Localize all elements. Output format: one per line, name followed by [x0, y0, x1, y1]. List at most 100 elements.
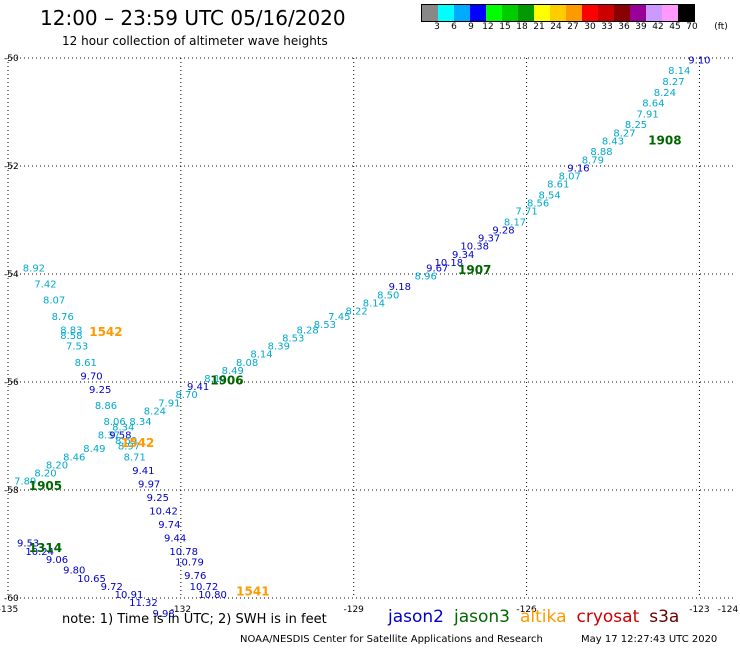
- wave-height-label: 8.70: [175, 390, 197, 401]
- wave-height-label: 8.22: [345, 307, 367, 318]
- wave-height-label: 8.79: [582, 155, 604, 166]
- wave-height-label: 8.96: [415, 271, 437, 282]
- wave-height-label: 8.54: [538, 190, 560, 201]
- legend-altika: altika: [520, 607, 567, 627]
- color-scale-label: 9: [468, 22, 474, 32]
- color-scale-label: 33: [601, 22, 613, 32]
- wave-height-label: 8.17: [504, 217, 526, 228]
- wave-height-label: 7.53: [66, 342, 88, 353]
- wave-height-label: 7.42: [34, 280, 56, 291]
- wave-height-label: 8.34: [112, 423, 134, 434]
- lon-tick-label: -132: [171, 605, 191, 615]
- pass-time-label: 1906: [210, 374, 243, 388]
- wave-height-label: 8.28: [296, 325, 318, 336]
- wave-height-label: 9.70: [80, 371, 102, 382]
- pass-time-label: 1905: [29, 479, 62, 493]
- color-scale-label: 6: [451, 22, 457, 32]
- pass-time-label: 1541: [236, 584, 269, 598]
- wave-height-label: 8.06: [103, 417, 125, 428]
- wave-height-label: 9.44: [164, 533, 186, 544]
- wave-height-label: 10.72: [190, 582, 219, 593]
- wave-height-label: 8.07: [559, 172, 581, 183]
- wave-height-label: 8.58: [60, 331, 82, 342]
- color-scale-swatch: [550, 5, 566, 21]
- color-scale-label: 24: [550, 22, 562, 32]
- color-scale-swatch: [518, 5, 534, 21]
- wave-height-label: 8.61: [75, 358, 97, 369]
- footer-note: note: 1) Time is in UTC; 2) SWH is in fe…: [62, 612, 327, 627]
- wave-height-label: 8.49: [83, 444, 105, 455]
- legend-jason3: jason3: [454, 607, 510, 627]
- wave-height-label: 8.20: [46, 460, 68, 471]
- map-tick-labels: -135 -132 -129 -126 -123 -124 -50 -52 -54 -56 -58 -…: [0, 54, 738, 615]
- lon-tick-label: -123: [689, 605, 709, 615]
- color-scale-label: 45: [669, 22, 681, 32]
- wave-height-label: 8.97: [118, 442, 140, 453]
- pass-time-label: 1314: [29, 541, 62, 555]
- wave-height-label: 10.24: [25, 547, 54, 558]
- wave-height-label: 8.27: [662, 77, 684, 88]
- color-scale-label: 30: [584, 22, 596, 32]
- lon-tick-label: -129: [343, 605, 364, 615]
- wave-height-label: 9.76: [184, 571, 206, 582]
- wave-height-label: 10.38: [460, 242, 489, 253]
- color-scale-swatch: [662, 5, 678, 21]
- lon-tick-label: -135: [0, 605, 18, 615]
- map-subtitle: 12 hour collection of altimeter wave hei…: [62, 34, 328, 48]
- wave-height-label: 8.07: [43, 296, 65, 307]
- wave-height-label: 9.67: [426, 263, 448, 274]
- pass-time-label: 1542: [121, 436, 154, 450]
- wave-height-label: 10.65: [77, 574, 106, 585]
- wave-height-label: 8.24: [144, 406, 166, 417]
- wave-height-label: 8.56: [527, 199, 549, 210]
- wave-height-label: 7.89: [14, 477, 36, 488]
- color-scale-swatch: [566, 5, 582, 21]
- color-scale-label: 15: [499, 22, 511, 32]
- wave-height-label: 7.91: [158, 398, 180, 409]
- color-scale-bar: [421, 4, 695, 22]
- color-scale-unit: (ft): [714, 22, 728, 32]
- wave-height-label: 8.49: [222, 366, 244, 377]
- measurement-labels: 9.108.148.278.248.647.918.258.278.438.88…: [14, 55, 710, 620]
- wave-height-label: 10.18: [434, 258, 463, 269]
- color-scale-swatch: [598, 5, 614, 21]
- color-scale-label: 3: [434, 22, 440, 32]
- lat-tick-label: -60: [4, 594, 19, 604]
- wave-height-label: 7.71: [515, 207, 537, 218]
- color-scale-swatch: [438, 5, 454, 21]
- wave-height-label: 9.41: [132, 466, 154, 477]
- wave-height-label: 9.28: [492, 226, 514, 237]
- pass-time-label: 1908: [648, 133, 681, 147]
- wave-height-label: 9.58: [109, 431, 131, 442]
- wave-height-label: 9.10: [688, 55, 710, 66]
- color-scale-swatch: [678, 5, 694, 21]
- lat-tick-label: -56: [4, 378, 19, 388]
- wave-height-label: 8.88: [590, 147, 612, 158]
- color-scale-swatch: [486, 5, 502, 21]
- wave-height-label: 9.80: [63, 566, 85, 577]
- wave-height-label: 8.53: [282, 334, 304, 345]
- pass-time-label: 1907: [458, 263, 491, 277]
- wave-height-label: 9.98: [152, 609, 174, 620]
- color-scale-label: 21: [533, 22, 545, 32]
- wave-height-label: 10.79: [175, 558, 204, 569]
- legend-s3a: s3a: [649, 607, 680, 627]
- map-title: 12:00 – 23:59 UTC 05/16/2020: [40, 6, 346, 30]
- lat-tick-label: -52: [4, 162, 19, 172]
- wave-height-label: 8.86: [95, 401, 117, 412]
- color-scale-label: 27: [567, 22, 579, 32]
- wave-height-label: 9.37: [478, 234, 500, 245]
- wave-height-label: 8.14: [250, 350, 272, 361]
- wave-height-label: 9.18: [389, 282, 411, 293]
- lat-tick-label: -54: [4, 270, 19, 280]
- lat-tick-label: -50: [4, 54, 19, 64]
- wave-height-label: 10.91: [115, 590, 144, 601]
- wave-height-label: 8.10: [204, 374, 226, 385]
- wave-height-label: 8.43: [602, 136, 624, 147]
- wave-height-label: 8.34: [129, 417, 151, 428]
- wave-height-label: 8.69: [115, 436, 137, 447]
- legend-jason2: jason2: [388, 607, 444, 627]
- wave-height-label: 9.25: [89, 385, 111, 396]
- wave-height-label: 7.45: [328, 312, 350, 323]
- color-scale-label: 70: [686, 22, 698, 32]
